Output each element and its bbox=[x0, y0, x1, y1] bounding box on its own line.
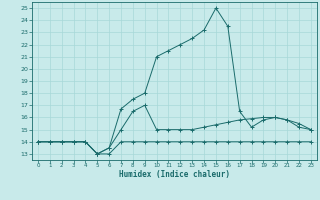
X-axis label: Humidex (Indice chaleur): Humidex (Indice chaleur) bbox=[119, 170, 230, 179]
